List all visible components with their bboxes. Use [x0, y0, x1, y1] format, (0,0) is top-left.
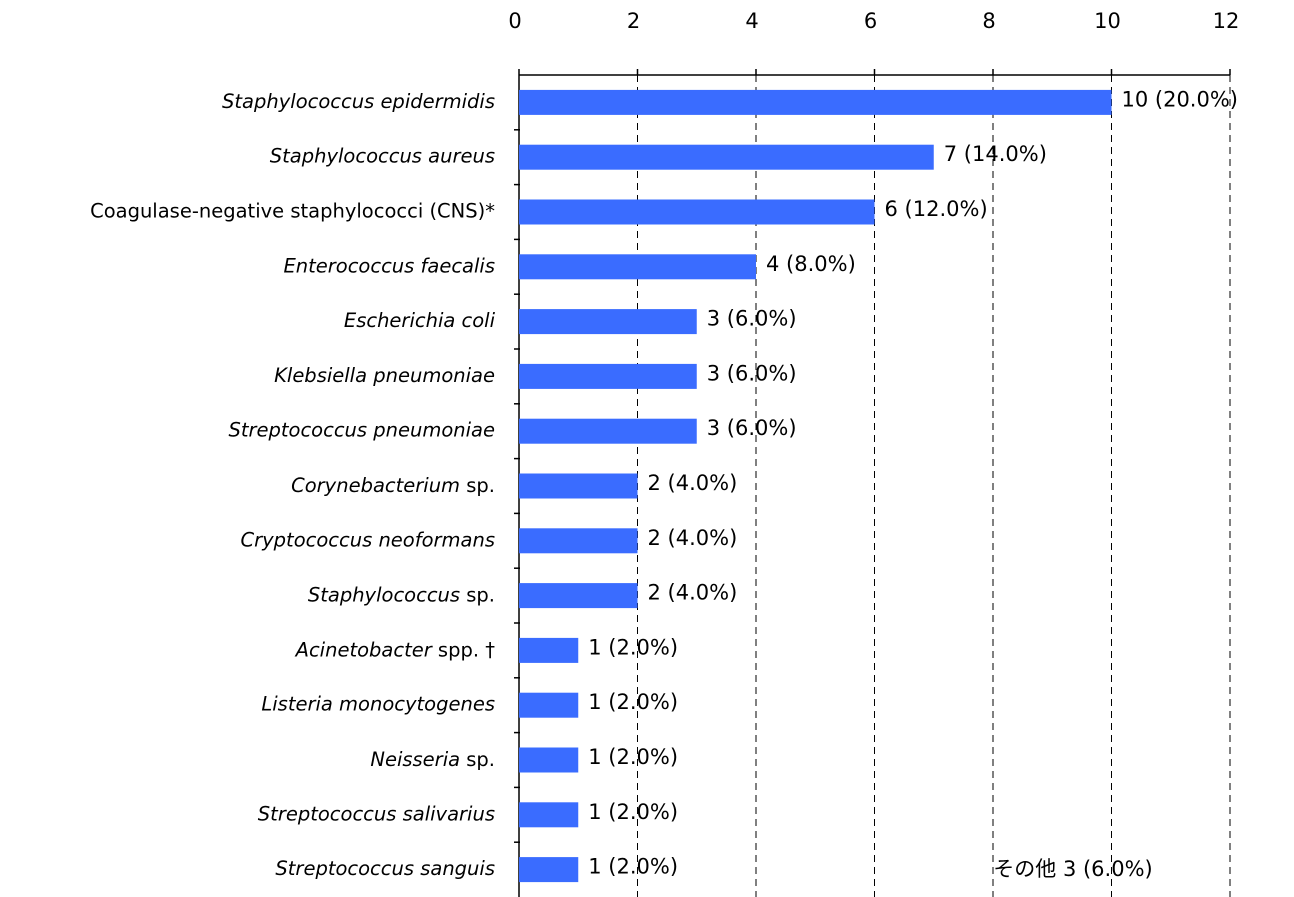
x-tick-label: 12 [1213, 9, 1240, 33]
value-label: 2 (4.0%) [648, 526, 738, 550]
bar [519, 583, 638, 609]
value-label: 4 (8.0%) [766, 252, 856, 276]
category-label: Staphylococcus epidermidis [222, 90, 495, 113]
x-tick-label: 10 [1094, 9, 1121, 33]
value-label: 7 (14.0%) [944, 142, 1047, 166]
category-label: Streptococcus sanguis [275, 857, 495, 880]
category-label: Escherichia coli [344, 309, 496, 332]
value-label: 6 (12.0%) [885, 197, 988, 221]
bar [519, 747, 579, 773]
value-label: 1 (2.0%) [588, 690, 678, 714]
category-label: Staphylococcus aureus [270, 145, 495, 168]
x-tick-label: 2 [627, 9, 640, 33]
bar [519, 528, 638, 554]
bar [519, 254, 756, 280]
bar [519, 89, 1112, 115]
bar [519, 692, 579, 718]
value-label: 10 (20.0%) [1122, 87, 1239, 111]
value-label: 3 (6.0%) [707, 416, 797, 440]
category-label: Enterococcus faecalis [283, 254, 495, 277]
bar [519, 637, 579, 663]
bar [519, 418, 697, 444]
category-label: Neisseria sp. [370, 748, 495, 771]
category-label: Streptococcus pneumoniae [228, 419, 495, 442]
category-label: Staphylococcus sp. [308, 583, 495, 606]
bar [519, 857, 579, 883]
x-tick-label: 4 [745, 9, 758, 33]
x-tick-label: 8 [982, 9, 995, 33]
category-label: Cryptococcus neoformans [241, 528, 496, 551]
value-label: 2 (4.0%) [648, 581, 738, 605]
value-label: 1 (2.0%) [588, 745, 678, 769]
value-label: 1 (2.0%) [588, 635, 678, 659]
x-tick-label: 0 [508, 9, 521, 33]
value-label: 1 (2.0%) [588, 800, 678, 824]
category-label: Corynebacterium sp. [291, 474, 495, 497]
bar [519, 802, 579, 828]
value-label: 3 (6.0%) [707, 307, 797, 331]
bar [519, 199, 875, 225]
category-label: Streptococcus salivarius [258, 802, 495, 825]
category-label: Listeria monocytogenes [261, 693, 495, 716]
bar [519, 363, 697, 389]
bar [519, 473, 638, 499]
category-label: Acinetobacter spp. † [294, 638, 496, 661]
value-label: 3 (6.0%) [707, 361, 797, 385]
value-label: 1 (2.0%) [588, 855, 678, 879]
category-label: Coagulase-negative staphylococci (CNS)* [90, 200, 495, 223]
category-label: Klebsiella pneumoniae [274, 364, 495, 387]
value-label: 2 (4.0%) [648, 471, 738, 495]
x-tick-label: 6 [864, 9, 877, 33]
bar [519, 144, 934, 170]
annotation: その他 3 (6.0%) [993, 857, 1152, 881]
bar [519, 309, 697, 335]
